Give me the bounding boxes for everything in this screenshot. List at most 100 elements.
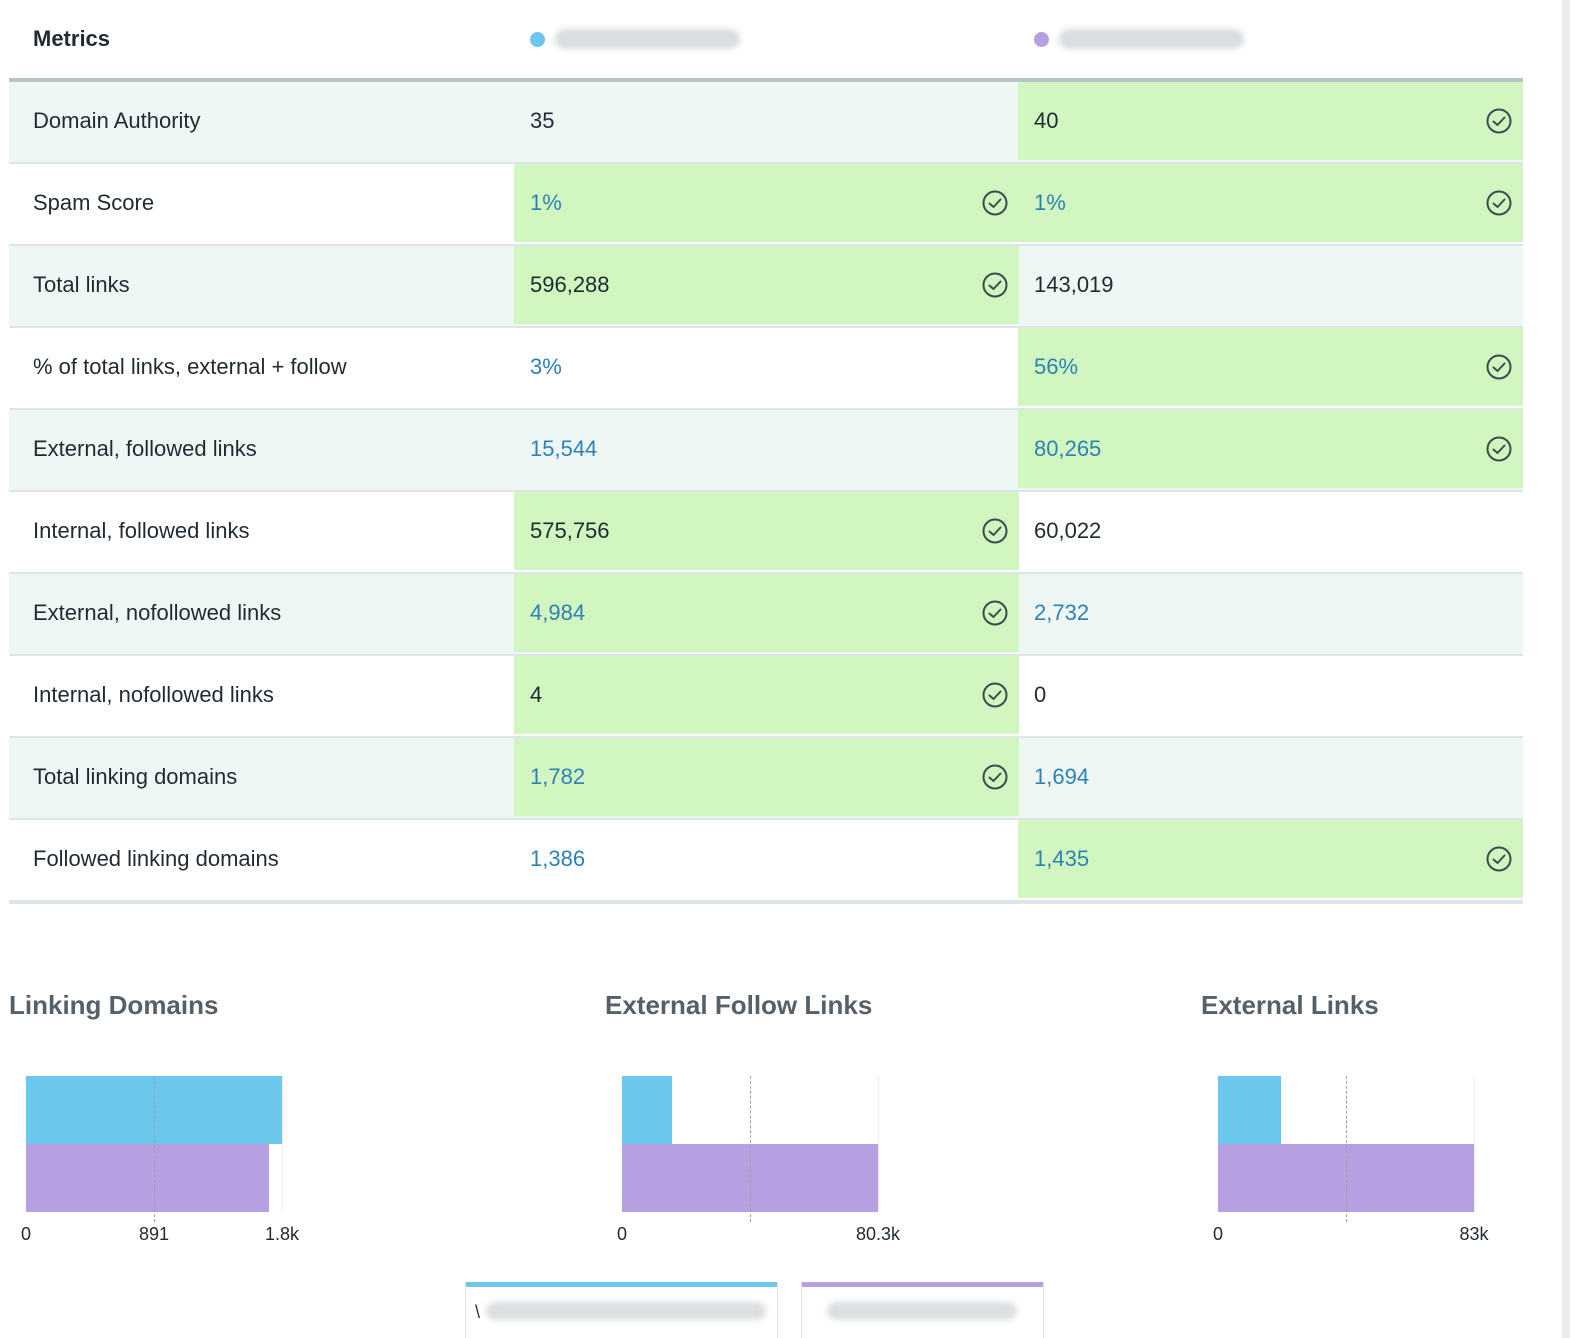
table-row: External, nofollowed links 4,984 2,732	[9, 574, 1523, 656]
table-row: Spam Score 1% 1%	[9, 164, 1523, 246]
chart-bar-site-1[interactable]	[622, 1076, 672, 1144]
chart-midline	[750, 1076, 751, 1222]
table-row: Internal, nofollowed links 4 0	[9, 656, 1523, 738]
metric-label: Spam Score	[33, 190, 155, 215]
site-2-value-cell: 56%	[1018, 328, 1523, 406]
check-circle-icon	[1486, 108, 1512, 134]
site-1-value: 575,756	[530, 518, 610, 543]
site-2-value[interactable]: 2,732	[1034, 600, 1090, 625]
check-circle-icon	[1486, 846, 1512, 872]
site-2-card-url-blurred	[827, 1302, 1017, 1320]
metric-label: Domain Authority	[33, 108, 201, 133]
site-2-color-dot	[1034, 31, 1049, 47]
chart-tick-label: 0	[1212, 1224, 1224, 1244]
site-1-color-dot	[530, 31, 545, 47]
chart-midline	[1346, 1076, 1347, 1222]
check-circle-icon	[1486, 190, 1512, 216]
site-1-value-cell: 1%	[514, 164, 1019, 242]
site-2-header	[1034, 24, 1244, 54]
chart-tick-label: 891	[138, 1224, 170, 1244]
metric-label: Internal, nofollowed links	[33, 682, 274, 707]
site-1-value-cell: 15,544	[514, 410, 1019, 488]
check-circle-icon	[982, 272, 1008, 298]
chart-tick-label: 0	[20, 1224, 32, 1244]
table-row: Domain Authority 35 40	[9, 82, 1523, 164]
chart-title-external-follow-links: External Follow Links	[605, 990, 873, 1020]
site-1-card-text-start: \	[475, 1302, 481, 1322]
site-1-value-cell: 596,288	[514, 246, 1019, 324]
site-2-name-blurred	[1059, 29, 1244, 49]
scrollbar[interactable]	[1562, 0, 1570, 1338]
metric-label: Internal, followed links	[33, 518, 250, 543]
site-1-name-blurred	[555, 29, 740, 49]
check-circle-icon	[982, 764, 1008, 790]
table-header: Metrics	[9, 0, 1523, 82]
table-row: Followed linking domains 1,386 1,435	[9, 820, 1523, 904]
site-2-value: 143,019	[1034, 272, 1114, 297]
metric-label: Total links	[33, 272, 130, 297]
chart-axis-end-line	[878, 1076, 879, 1212]
site-1-card-accent	[466, 1282, 777, 1287]
site-2-value[interactable]: 1,694	[1034, 764, 1090, 789]
site-2-value: 0	[1034, 682, 1047, 707]
site-1-value: 596,288	[530, 272, 610, 297]
site-1-value[interactable]: 1%	[530, 190, 562, 215]
site-2-value-cell: 60,022	[1018, 492, 1523, 570]
site-1-value[interactable]: 1,386	[530, 846, 586, 871]
metric-label: External, nofollowed links	[33, 600, 282, 625]
chart-midline	[154, 1076, 155, 1222]
check-circle-icon	[982, 600, 1008, 626]
site-2-value-cell: 1,694	[1018, 738, 1523, 816]
site-2-value-cell: 1%	[1018, 164, 1523, 242]
site-2-card-accent	[802, 1282, 1043, 1287]
chart-tick-label: 0	[616, 1224, 628, 1244]
chart-title-linking-domains: Linking Domains	[9, 990, 219, 1020]
site-2-value-cell: 1,435	[1018, 820, 1523, 898]
site-2-value[interactable]: 1%	[1034, 190, 1066, 215]
site-1-value-cell: 3%	[514, 328, 1019, 406]
check-circle-icon	[1486, 354, 1512, 380]
chart-tick-label: 83k	[1459, 1224, 1489, 1244]
site-1-value-cell: 35	[514, 82, 1019, 160]
site-2-value-cell: 0	[1018, 656, 1523, 734]
table-row: Total linking domains 1,782 1,694	[9, 738, 1523, 820]
site-1-value[interactable]: 15,544	[530, 436, 598, 461]
metric-label: External, followed links	[33, 436, 257, 461]
chart-bar-site-2[interactable]	[26, 1144, 269, 1212]
metrics-comparison-table: Metrics Domain Authority 35 40 Spam Score 1%…	[9, 0, 1523, 904]
site-2-value[interactable]: 80,265	[1034, 436, 1102, 461]
chart-tick-label: 80.3k	[855, 1224, 901, 1244]
site-1-value-cell: 4,984	[514, 574, 1019, 652]
table-row: External, followed links 15,544 80,265	[9, 410, 1523, 492]
site-1-value-cell: 4	[514, 656, 1019, 734]
metric-label: Followed linking domains	[33, 846, 279, 871]
metric-label: Total linking domains	[33, 764, 238, 789]
check-circle-icon	[982, 190, 1008, 216]
site-2-value[interactable]: 1,435	[1034, 846, 1090, 871]
site-1-value[interactable]: 3%	[530, 354, 562, 379]
table-row: % of total links, external + follow 3% 56%	[9, 328, 1523, 410]
site-2-card[interactable]	[801, 1282, 1044, 1338]
site-1-value-cell: 1,386	[514, 820, 1019, 898]
chart-title-external-links: External Links	[1201, 990, 1379, 1020]
site-2-value-cell: 2,732	[1018, 574, 1523, 652]
chart-bar-site-1[interactable]	[1218, 1076, 1281, 1144]
site-1-value[interactable]: 4,984	[530, 600, 586, 625]
site-2-value: 40	[1034, 108, 1059, 133]
metrics-header-label: Metrics	[33, 26, 111, 51]
site-2-value: 60,022	[1034, 518, 1102, 543]
table-body: Domain Authority 35 40 Spam Score 1% 1% Total …	[9, 82, 1523, 904]
chart-tick-label: 1.8k	[264, 1224, 300, 1244]
site-1-header	[530, 24, 740, 54]
site-2-value[interactable]: 56%	[1034, 354, 1079, 379]
chart-axis-end-line	[282, 1076, 283, 1212]
chart-axis-end-line	[1474, 1076, 1475, 1212]
check-circle-icon	[1486, 436, 1512, 462]
site-1-value[interactable]: 1,782	[530, 764, 586, 789]
site-1-value: 35	[530, 108, 555, 133]
table-row: Internal, followed links 575,756 60,022	[9, 492, 1523, 574]
site-1-card[interactable]: \	[465, 1282, 778, 1338]
site-2-value-cell: 40	[1018, 82, 1523, 160]
site-1-value: 4	[530, 682, 543, 707]
table-row: Total links 596,288 143,019	[9, 246, 1523, 328]
